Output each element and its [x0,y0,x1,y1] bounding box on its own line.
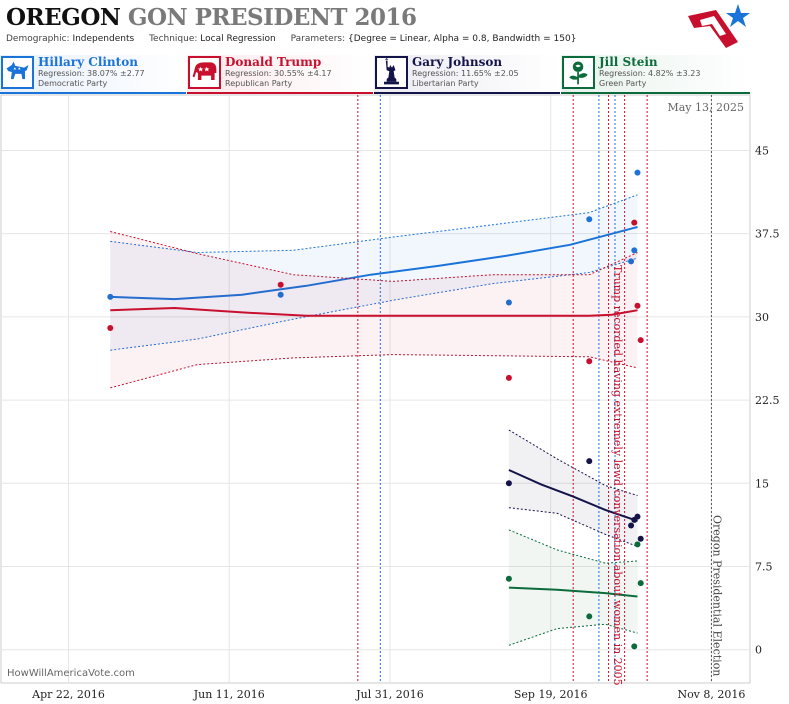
trend-line-hillary-clinton [110,226,638,301]
trend-line-donald-trump [110,306,638,317]
candidate-party: Republican Party [225,79,293,88]
poll-point-jill-stein [637,580,644,587]
site-watermark: HowWillAmericaVote.com [7,668,135,679]
date-stamp: May 13, 2025 [667,101,744,114]
demographic-label: Demographic: [6,34,70,44]
poll-point-donald-trump [107,324,114,331]
poll-point-jill-stein [586,613,593,620]
poll-point-gary-johnson [586,458,593,465]
y-tick-label: 45 [755,144,769,157]
upper-bound-jill-stein [508,529,638,564]
candidate-name: Donald Trump [225,55,322,69]
poll-point-donald-trump [277,281,284,288]
chart-header: OREGON GON PRESIDENT 2016 Demographic: I… [0,0,789,56]
poll-point-hillary-clinton [628,258,635,265]
candidate-name: Jill Stein [599,55,658,69]
confidence-band-donald-trump [110,231,638,388]
poll-point-hillary-clinton [505,299,512,306]
y-tick-label: 30 [755,311,769,324]
poll-point-gary-johnson [637,535,644,542]
candidate-card-stein: Jill Stein Regression: 4.82% ±3.23 Green… [561,55,750,94]
x-tick-label: Apr 22, 2016 [31,688,105,701]
poll-point-gary-johnson [505,480,512,487]
candidate-card-johnson: Gary Johnson Regression: 11.65% ±2.05 Li… [374,55,560,94]
candidate-party: Democratic Party [38,79,108,88]
lower-bound-gary-johnson [508,507,638,547]
poll-point-gary-johnson [634,513,641,520]
candidate-card-clinton: Hillary Clinton Regression: 38.07% ±2.77… [0,55,186,94]
y-tick-label: 0 [755,644,762,657]
poll-point-hillary-clinton [107,293,114,300]
demographic-value: Independents [72,34,135,44]
poll-point-gary-johnson [628,522,635,529]
donkey-icon [1,56,34,89]
title-state: OREGON [6,4,121,31]
poll-point-donald-trump [505,374,512,381]
upper-bound-gary-johnson [508,429,638,496]
poll-point-jill-stein [631,643,638,650]
y-tick-label: 22.5 [755,394,780,407]
poll-point-donald-trump [637,337,644,344]
candidate-regression: Regression: 4.82% ±3.23 [599,69,701,78]
poll-point-donald-trump [586,358,593,365]
candidate-party: Libertarian Party [412,79,479,88]
candidate-regression: Regression: 30.55% ±4.17 [225,69,332,78]
y-tick-label: 37.5 [755,228,780,241]
y-tick-label: 15 [755,477,769,490]
confidence-band-gary-johnson [508,430,638,547]
poll-point-hillary-clinton [586,216,593,223]
candidate-party: Green Party [599,79,647,88]
confidence-band-hillary-clinton [110,194,638,351]
elephant-icon [188,56,221,89]
poll-point-jill-stein [634,541,641,548]
poll-point-donald-trump [631,219,638,226]
candidate-regression: Regression: 11.65% ±2.05 [412,69,519,78]
y-tick-label: 7.5 [755,561,773,574]
title-rest: GON PRESIDENT 2016 [127,4,417,31]
site-logo [688,4,750,48]
candidate-name: Gary Johnson [412,55,503,69]
lower-bound-donald-trump [110,354,638,389]
upper-bound-donald-trump [110,231,638,282]
confidence-band-jill-stein [508,529,638,646]
rose-icon [562,56,595,89]
poll-point-hillary-clinton [631,247,638,254]
x-tick-label: Jul 31, 2016 [355,688,424,701]
x-tick-label: Jun 11, 2016 [193,688,265,701]
poll-point-jill-stein [505,575,512,582]
upper-bound-hillary-clinton [110,194,638,254]
technique-value: Local Regression [200,34,276,44]
poll-point-hillary-clinton [277,291,284,298]
trend-line-jill-stein [508,586,638,598]
parameters-value: {Degree = Linear, Alpha = 0.8, Bandwidth… [348,34,577,44]
page-title: OREGON GON PRESIDENT 2016 [6,4,417,31]
lower-bound-hillary-clinton [110,257,638,351]
parameters-label: Parameters: [290,34,346,44]
technique-label: Technique: [149,34,198,44]
poll-point-hillary-clinton [634,169,641,176]
statue-of-liberty-icon [375,56,408,89]
chart-parameters: Demographic: Independents Technique: Loc… [6,34,576,44]
candidate-card-trump: Donald Trump Regression: 30.55% ±4.17 Re… [187,55,373,94]
lower-bound-jill-stein [508,623,638,646]
election-annotation: Oregon Presidential Election [710,515,723,676]
trend-line-gary-johnson [508,469,638,522]
plot-area [0,94,751,684]
poll-point-donald-trump [634,302,641,309]
candidate-regression: Regression: 38.07% ±2.77 [38,69,145,78]
x-tick-label: Sep 19, 2016 [514,688,588,701]
x-tick-label: Nov 8, 2016 [677,688,745,701]
candidate-name: Hillary Clinton [38,55,138,69]
candidate-legend: Hillary Clinton Regression: 38.07% ±2.77… [0,55,750,94]
event-annotation: Trump recorded having extremely lewd con… [611,265,624,686]
